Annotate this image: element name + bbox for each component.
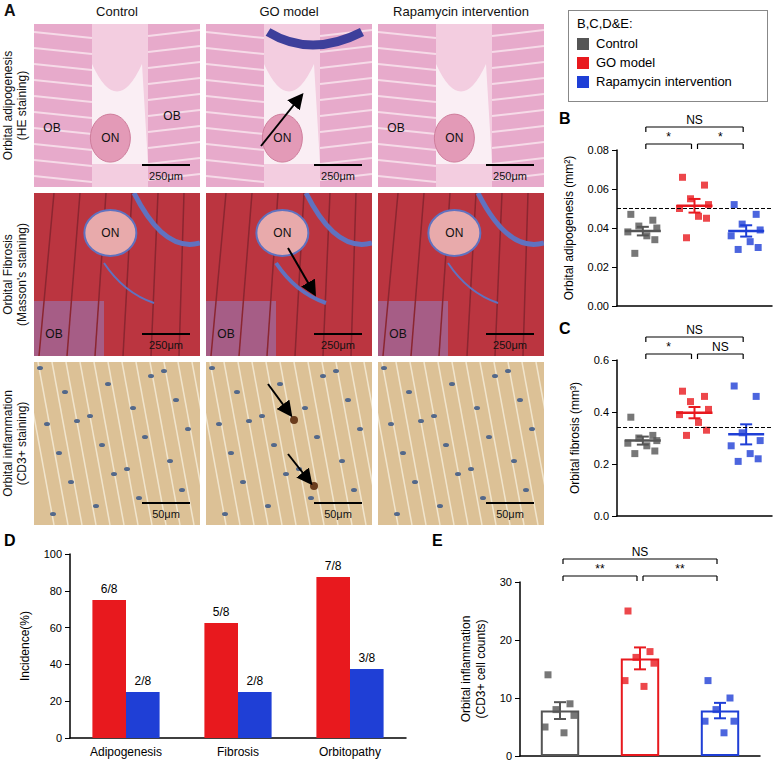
- svg-text:ON: ON: [101, 226, 119, 240]
- svg-text:6/8: 6/8: [101, 582, 118, 596]
- svg-text:2/8: 2/8: [246, 674, 263, 688]
- html-text:Rapamycin intervention: Rapamycin intervention: [596, 74, 732, 89]
- svg-text:0.2: 0.2: [594, 458, 609, 470]
- svg-text:OB: OB: [163, 109, 180, 123]
- svg-text:Orbital fibrosis (mm³): Orbital fibrosis (mm³): [568, 382, 582, 494]
- svg-text:Orbital inflammation: Orbital inflammation: [459, 616, 473, 723]
- svg-text:**: **: [595, 562, 605, 576]
- svg-text:0: 0: [506, 750, 512, 762]
- svg-text:(HE staining): (HE staining): [15, 71, 29, 140]
- svg-text:0: 0: [56, 732, 62, 744]
- svg-text:Fibrosis: Fibrosis: [217, 745, 259, 759]
- svg-text:NS: NS: [632, 545, 649, 559]
- svg-text:3/8: 3/8: [358, 651, 375, 665]
- svg-text:0.04: 0.04: [588, 222, 609, 234]
- svg-text:Incidence(%): Incidence(%): [18, 611, 32, 681]
- svg-text:OB: OB: [387, 121, 404, 135]
- svg-text:A: A: [4, 2, 16, 19]
- html-text:B,C,D&E:: B,C,D&E:: [577, 16, 633, 31]
- svg-text:0.08: 0.08: [588, 144, 609, 156]
- svg-text:40: 40: [50, 658, 62, 670]
- svg-text:NS: NS: [686, 323, 703, 337]
- svg-text:250μm: 250μm: [321, 170, 355, 182]
- html-text:GO model: GO model: [596, 55, 656, 70]
- svg-text:ON: ON: [445, 226, 463, 240]
- svg-text:(CD3+ cell counts): (CD3+ cell counts): [474, 619, 488, 718]
- svg-text:20: 20: [500, 634, 512, 646]
- svg-text:5/8: 5/8: [213, 605, 230, 619]
- svg-text:50μm: 50μm: [152, 508, 180, 520]
- svg-text:*: *: [666, 130, 671, 144]
- svg-text:50μm: 50μm: [324, 508, 352, 520]
- svg-text:OB: OB: [217, 327, 234, 341]
- html-text:B: B: [559, 110, 571, 127]
- svg-text:100: 100: [44, 548, 62, 560]
- svg-text:OB: OB: [45, 327, 62, 341]
- html-text:E: E: [432, 532, 443, 549]
- svg-text:Adipogenesis: Adipogenesis: [90, 745, 162, 759]
- svg-text:Orbital adipogenesis (mm²): Orbital adipogenesis (mm²): [562, 156, 576, 301]
- html-text:Control: Control: [596, 36, 638, 51]
- svg-text:50μm: 50μm: [496, 508, 524, 520]
- svg-text:2/8: 2/8: [134, 674, 151, 688]
- svg-text:Orbital adipogenesis: Orbital adipogenesis: [1, 51, 15, 160]
- svg-text:ON: ON: [101, 131, 119, 145]
- svg-text:0.0: 0.0: [594, 510, 609, 522]
- svg-text:0.00: 0.00: [588, 300, 609, 312]
- html-text:D: D: [4, 532, 16, 549]
- svg-text:*: *: [718, 130, 723, 144]
- svg-text:NS: NS: [686, 113, 703, 127]
- html-text:C: C: [559, 320, 571, 337]
- svg-text:ON: ON: [273, 226, 291, 240]
- svg-text:0.02: 0.02: [588, 261, 609, 273]
- svg-text:60: 60: [50, 622, 62, 634]
- svg-text:250μm: 250μm: [321, 339, 355, 351]
- svg-text:Rapamycin intervention: Rapamycin intervention: [393, 4, 529, 19]
- svg-text:(Masson's staining): (Masson's staining): [15, 223, 29, 326]
- svg-text:Orbital Fibrosis: Orbital Fibrosis: [1, 234, 15, 315]
- svg-text:250μm: 250μm: [493, 170, 527, 182]
- svg-text:10: 10: [500, 692, 512, 704]
- svg-text:250μm: 250μm: [149, 339, 183, 351]
- svg-text:OB: OB: [389, 327, 406, 341]
- svg-text:OB: OB: [43, 121, 60, 135]
- svg-text:GO model: GO model: [259, 4, 318, 19]
- svg-text:**: **: [675, 562, 685, 576]
- svg-text:250μm: 250μm: [493, 339, 527, 351]
- svg-text:Orbital inflammation: Orbital inflammation: [1, 390, 15, 497]
- svg-text:0.4: 0.4: [594, 406, 609, 418]
- svg-text:30: 30: [500, 576, 512, 588]
- svg-text:ON: ON: [445, 131, 463, 145]
- svg-text:*: *: [666, 340, 671, 354]
- svg-text:80: 80: [50, 585, 62, 597]
- svg-text:20: 20: [50, 695, 62, 707]
- svg-text:Orbitopathy: Orbitopathy: [319, 745, 381, 759]
- svg-text:7/8: 7/8: [325, 559, 342, 573]
- svg-text:Control: Control: [96, 4, 138, 19]
- svg-text:0.06: 0.06: [588, 183, 609, 195]
- svg-text:250μm: 250μm: [149, 170, 183, 182]
- svg-text:ON: ON: [273, 131, 291, 145]
- svg-text:(CD3+ staining): (CD3+ staining): [15, 402, 29, 486]
- svg-text:0.6: 0.6: [594, 354, 609, 366]
- svg-text:NS: NS: [712, 340, 729, 354]
